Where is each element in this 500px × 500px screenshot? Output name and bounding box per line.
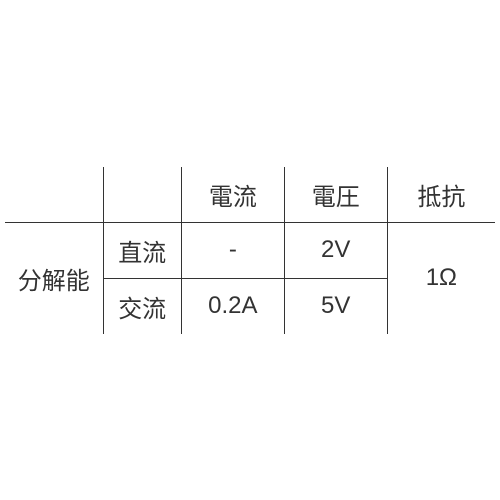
cell-resistance: 1Ω (387, 222, 495, 334)
cell-dc-current: - (181, 222, 284, 278)
cell-ac-voltage: 5V (284, 278, 387, 334)
header-row: 電流 電圧 抵抗 (5, 167, 495, 223)
header-voltage: 電圧 (284, 167, 387, 223)
main-label: 分解能 (5, 222, 103, 334)
spec-table-container: 電流 電圧 抵抗 分解能 直流 - 2V 1Ω 交流 0.2A 5V (5, 167, 495, 334)
header-resistance: 抵抗 (387, 167, 495, 223)
spec-table: 電流 電圧 抵抗 分解能 直流 - 2V 1Ω 交流 0.2A 5V (5, 167, 495, 334)
empty-cell (103, 167, 181, 223)
sub-label-dc: 直流 (103, 222, 181, 278)
empty-cell (5, 167, 103, 223)
sub-label-ac: 交流 (103, 278, 181, 334)
table-row: 分解能 直流 - 2V 1Ω (5, 222, 495, 278)
cell-ac-current: 0.2A (181, 278, 284, 334)
header-current: 電流 (181, 167, 284, 223)
cell-dc-voltage: 2V (284, 222, 387, 278)
